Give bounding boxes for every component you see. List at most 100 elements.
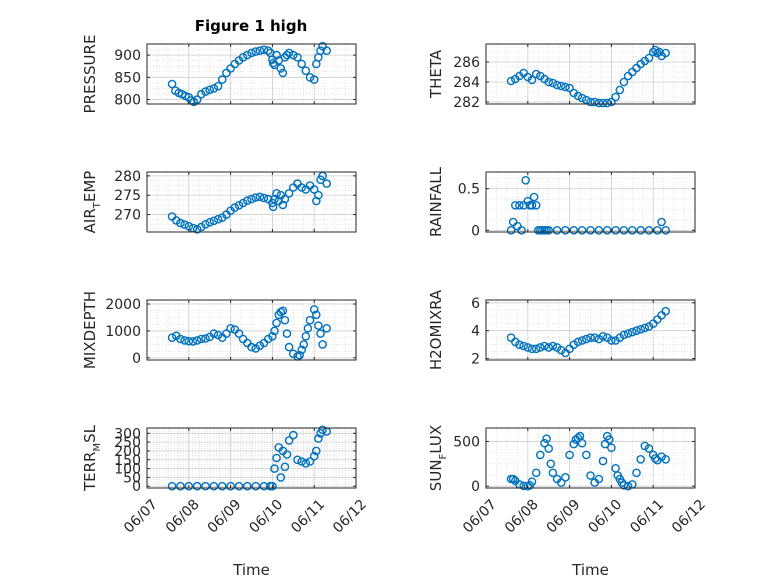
y-tick-label: 0 — [132, 479, 141, 495]
data-point — [594, 98, 604, 108]
data-point — [523, 343, 533, 352]
data-point — [270, 194, 279, 204]
data-point — [657, 217, 666, 227]
data-point — [297, 345, 307, 355]
data-point — [586, 97, 595, 107]
data-point — [263, 46, 273, 56]
data-point — [623, 329, 633, 338]
x-tick-label: 06/07 — [121, 497, 161, 537]
data-point — [531, 200, 541, 210]
data-point — [192, 481, 202, 491]
data-point — [536, 450, 545, 460]
y-axis-label-main: AIR — [81, 208, 99, 233]
data-point — [276, 64, 286, 73]
data-point — [322, 46, 332, 56]
y-axis-label: RAINFALL — [427, 166, 445, 237]
data-point — [542, 434, 551, 444]
data-point — [636, 324, 646, 334]
data-point — [309, 451, 319, 461]
data-point — [517, 225, 526, 235]
data-point — [305, 315, 315, 325]
data-point — [209, 84, 219, 93]
data-point — [196, 334, 206, 344]
data-point — [552, 225, 562, 235]
data-point — [311, 446, 321, 456]
data-point — [305, 457, 315, 466]
data-point — [255, 46, 265, 56]
data-point — [598, 456, 608, 466]
data-point — [268, 481, 277, 491]
data-point — [602, 225, 612, 235]
data-point — [205, 85, 214, 95]
data-point — [644, 53, 654, 63]
data-point — [565, 83, 574, 93]
data-point — [251, 193, 260, 202]
figure-title: Figure 1 high — [195, 17, 308, 35]
data-point — [556, 81, 566, 91]
subplot-pressure: 800 850 900 PRESSURE — [81, 35, 357, 113]
data-point — [280, 315, 290, 325]
data-point — [309, 75, 319, 84]
data-point — [201, 481, 210, 491]
data-point — [234, 481, 244, 491]
data-point — [521, 175, 531, 185]
axes-box — [485, 299, 696, 361]
data-point — [594, 474, 604, 484]
y-tick-label: 0 — [471, 223, 480, 239]
series-pressure — [167, 41, 332, 107]
series-h2omixra — [506, 306, 671, 358]
subplot-air-temp: 270 275 280 AIRTEMP — [81, 169, 357, 234]
data-point — [205, 217, 214, 227]
data-point — [234, 329, 244, 338]
data-point — [540, 341, 549, 351]
x-axis-label: Time — [232, 561, 270, 579]
data-point — [272, 453, 281, 463]
y-tick-label: 282 — [453, 95, 480, 111]
x-tick-label: 06/12 — [669, 497, 709, 537]
data-point — [586, 333, 595, 343]
data-point — [272, 50, 281, 60]
data-point — [607, 97, 616, 107]
data-point — [582, 334, 591, 344]
data-point — [167, 333, 177, 343]
data-point — [242, 196, 252, 205]
data-point — [280, 194, 290, 204]
data-point — [238, 198, 248, 208]
data-point — [226, 481, 235, 491]
data-point — [632, 326, 641, 336]
data-point — [316, 46, 325, 56]
y-axis-label-tail: EMP — [81, 171, 99, 202]
data-point — [611, 92, 620, 102]
axes-box — [485, 43, 696, 105]
data-point — [303, 323, 313, 333]
data-point — [515, 200, 524, 210]
x-axis-label: Time — [571, 561, 609, 579]
axes-box — [146, 43, 357, 105]
y-axis-label-subscript: T — [92, 201, 103, 209]
data-point — [318, 425, 327, 435]
data-point — [251, 47, 260, 56]
data-point — [309, 185, 319, 194]
axes-box — [485, 427, 696, 489]
major-grid — [486, 172, 695, 232]
y-tick-label: 850 — [114, 70, 141, 86]
data-point — [268, 202, 278, 212]
data-point — [272, 318, 281, 328]
data-point — [536, 343, 545, 352]
data-point — [619, 330, 629, 340]
data-point — [661, 225, 671, 235]
data-point — [278, 200, 288, 210]
data-point — [311, 196, 321, 206]
x-tick-label: 06/09 — [205, 497, 245, 537]
data-point — [288, 430, 298, 440]
data-point — [192, 95, 202, 104]
y-axis-label: TERRMSL — [81, 424, 103, 492]
data-point — [293, 53, 302, 62]
data-point — [301, 331, 311, 341]
data-point — [270, 464, 279, 473]
data-point — [201, 334, 210, 343]
y-tick-label: 4 — [471, 324, 480, 340]
x-tick-label: 06/08 — [502, 497, 542, 537]
y-tick-label: 280 — [114, 169, 141, 185]
